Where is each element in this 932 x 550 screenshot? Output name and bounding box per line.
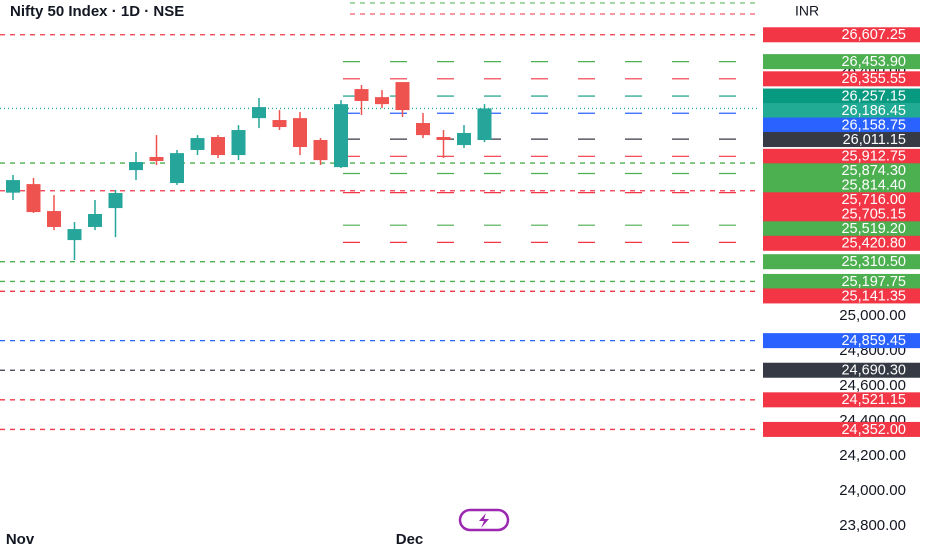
x-tick-label: Nov	[6, 531, 35, 548]
price-label: 25,912.75	[841, 149, 906, 165]
price-label: 24,690.30	[841, 363, 906, 379]
y-tick-label: 25,000.00	[839, 307, 906, 324]
candle-body	[395, 82, 410, 111]
price-label: 26,453.90	[841, 54, 906, 70]
candle-body	[26, 184, 41, 213]
x-tick-label: Dec	[396, 531, 424, 548]
price-label-bg	[763, 333, 920, 349]
price-label: 26,186.45	[841, 103, 906, 119]
price-label: 24,859.45	[841, 333, 906, 349]
candle-body	[436, 137, 451, 140]
price-label: 25,519.20	[841, 221, 906, 237]
candle-body	[354, 89, 369, 101]
candle-body	[313, 139, 328, 161]
price-label-bg	[763, 421, 920, 437]
price-label-bg	[763, 103, 920, 119]
logo-bolt	[479, 513, 489, 528]
candle-body	[416, 123, 430, 136]
price-label-bg	[763, 392, 920, 408]
candles	[6, 82, 492, 261]
price-label: 25,420.80	[841, 236, 906, 252]
price-label: 26,257.15	[841, 88, 906, 104]
logo	[458, 508, 510, 532]
candle-body	[108, 193, 123, 209]
legend-bg	[0, 0, 350, 24]
price-label: 25,141.35	[841, 288, 906, 304]
candle-body	[477, 108, 492, 140]
price-label-bg	[763, 273, 920, 289]
price-axis: 23,800.0024,000.0024,200.0024,400.0024,6…	[760, 27, 920, 534]
candle-body	[211, 137, 225, 156]
chart-title: Nifty 50 Index · 1D · NSE	[10, 3, 184, 20]
candle-body	[149, 156, 164, 161]
price-label-bg	[763, 71, 920, 87]
price-label-bg	[763, 148, 920, 164]
candle-body	[47, 211, 61, 227]
price-label-bg	[763, 206, 920, 222]
candle-body	[231, 130, 246, 156]
price-label: 24,352.00	[841, 422, 906, 438]
price-label: 26,011.15	[843, 132, 906, 148]
y-tick-label: 23,800.00	[839, 517, 906, 534]
currency-label: INR	[795, 3, 819, 19]
price-label: 25,874.30	[841, 163, 906, 179]
price-label-bg	[763, 163, 920, 179]
y-tick-label: 24,200.00	[839, 447, 906, 464]
candle-body	[170, 153, 184, 184]
price-label-bg	[763, 254, 920, 270]
price-label: 26,355.55	[841, 71, 906, 87]
price-label-bg	[763, 132, 920, 148]
price-label-bg	[763, 88, 920, 104]
price-label: 26,158.75	[841, 117, 906, 133]
price-label: 25,814.40	[841, 178, 906, 194]
candle-body	[88, 214, 102, 227]
candle-body	[6, 180, 20, 193]
price-label-bg	[763, 177, 920, 193]
price-label-bg	[763, 27, 920, 43]
price-label-bg	[763, 192, 920, 208]
price-label-bg	[763, 288, 920, 304]
price-label: 25,197.75	[841, 274, 906, 290]
price-label: 25,310.50	[841, 254, 906, 270]
price-label-bg	[763, 235, 920, 251]
price-label-bg	[763, 362, 920, 378]
candle-body	[293, 118, 307, 147]
candle-body	[129, 162, 143, 171]
y-tick-label: 24,600.00	[839, 377, 906, 394]
price-label: 26,607.25	[841, 27, 906, 43]
candle-body	[334, 104, 348, 168]
price-label: 25,716.00	[841, 192, 906, 208]
y-tick-label: 24,000.00	[839, 482, 906, 499]
candle-body	[252, 107, 266, 119]
candle-body	[190, 138, 205, 150]
candle-body	[272, 120, 287, 128]
candle-body	[457, 132, 471, 146]
price-label-bg	[763, 54, 920, 70]
price-label-bg	[763, 221, 920, 237]
candle-body	[375, 97, 389, 105]
price-label-bg	[763, 117, 920, 133]
price-label: 24,521.15	[841, 392, 906, 408]
price-label: 25,705.15	[841, 207, 906, 223]
candle-body	[67, 229, 82, 241]
levels	[0, 34, 760, 431]
